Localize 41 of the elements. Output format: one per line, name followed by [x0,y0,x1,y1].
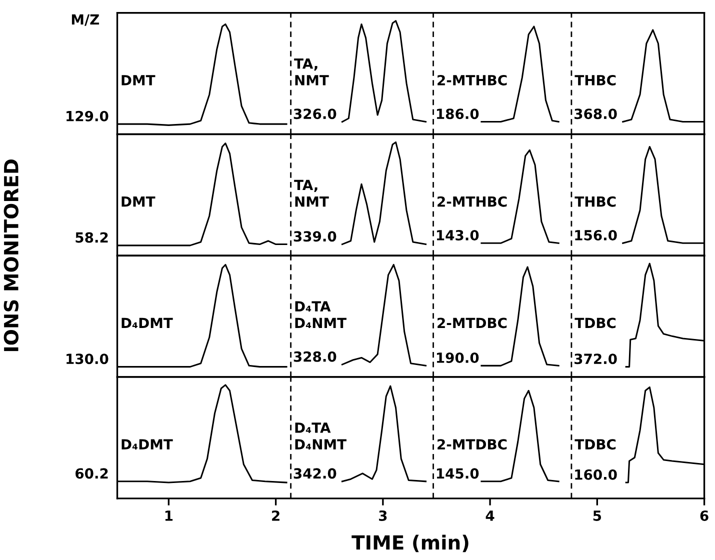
text: D₄TA D₄NMT [295,422,346,450]
annotation: 190.0 [436,352,479,363]
series-label: 2-MTDBC [438,318,507,328]
x-tick-label: 1 [165,510,173,521]
x-tick-label: 4 [486,510,494,521]
annotation: 326.0 [294,108,336,120]
text: D₄DMT [122,318,173,328]
annotation: 372.0 [574,354,617,364]
text: DMT [122,75,156,86]
annotation: 342.0 [294,468,336,479]
annotation: 129.0 [66,110,108,122]
series-label: 2-MTHBC [438,196,507,207]
series-label: TDBC [574,439,616,450]
annotation: 160.0 [575,469,617,480]
series-label: 2-MTHBC [438,74,507,86]
series-label: TA, NMT [294,180,329,207]
text: D₄DMT [122,439,173,450]
annotation: 130.0 [66,354,108,364]
text: DMT [122,196,156,207]
series-label: TDBC [574,318,616,328]
annotation: 143.0 [436,230,479,240]
series-label: TA, NMT [294,58,329,86]
y-axis-title: IONS MONITORED [4,159,19,352]
series-label: THBC [574,196,616,207]
annotation: 145.0 [436,468,479,479]
annotation: 58.2 [76,232,108,243]
x-tick-label: 5 [593,510,602,521]
text: M/Z [72,14,100,26]
x-tick-label: 6 [700,510,708,521]
series-label: THBC [574,74,616,86]
annotation: 328.0 [294,351,336,362]
annotation: 156.0 [575,230,617,240]
annotation: 60.2 [76,468,108,479]
text: D₄TA D₄NMT [295,301,346,328]
annotation: 186.0 [436,108,479,120]
series-label: 2-MTDBC [438,439,507,450]
annotation: 368.0 [574,108,617,120]
x-tick-label: 3 [379,510,387,521]
x-tick-label: 2 [272,510,280,521]
annotation: 339.0 [294,231,336,242]
x-axis-title: TIME (min) [352,534,468,552]
